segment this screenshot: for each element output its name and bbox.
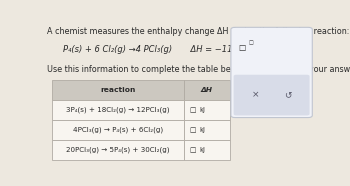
Text: kJ: kJ	[199, 107, 205, 113]
Text: □: □	[189, 107, 196, 113]
Text: 20PCl₃(g) → 5P₄(s) + 30Cl₂(g): 20PCl₃(g) → 5P₄(s) + 30Cl₂(g)	[66, 147, 170, 153]
FancyBboxPatch shape	[184, 100, 230, 120]
FancyBboxPatch shape	[52, 100, 184, 120]
Text: 3P₄(s) + 18Cl₂(g) → 12PCl₃(g): 3P₄(s) + 18Cl₂(g) → 12PCl₃(g)	[66, 106, 170, 113]
Text: 4PCl₃(g) → P₄(s) + 6Cl₂(g): 4PCl₃(g) → P₄(s) + 6Cl₂(g)	[73, 126, 163, 133]
Text: kJ: kJ	[199, 127, 205, 133]
Text: □: □	[248, 40, 253, 45]
FancyBboxPatch shape	[184, 80, 230, 100]
Text: Use this information to complete the table below. Round each of your answers to : Use this information to complete the tab…	[47, 65, 350, 74]
Text: ↺: ↺	[284, 91, 292, 100]
FancyBboxPatch shape	[234, 75, 309, 115]
Text: □: □	[189, 127, 196, 133]
FancyBboxPatch shape	[52, 80, 184, 100]
FancyBboxPatch shape	[52, 120, 184, 140]
FancyBboxPatch shape	[231, 27, 312, 118]
Text: □: □	[238, 43, 245, 52]
FancyBboxPatch shape	[184, 120, 230, 140]
Text: reaction: reaction	[100, 87, 136, 93]
Text: ΔH: ΔH	[201, 87, 213, 93]
FancyBboxPatch shape	[184, 140, 230, 160]
Text: kJ: kJ	[199, 147, 205, 153]
Text: P₄(s) + 6 Cl₂(g) →4 PCl₃(g)       ΔH = −1148. kJ: P₄(s) + 6 Cl₂(g) →4 PCl₃(g) ΔH = −1148. …	[63, 45, 255, 54]
FancyBboxPatch shape	[52, 140, 184, 160]
Text: A chemist measures the enthalpy change ΔH during the following reaction:: A chemist measures the enthalpy change Δ…	[47, 27, 349, 36]
Text: ×: ×	[252, 91, 259, 100]
Text: □: □	[189, 147, 196, 153]
